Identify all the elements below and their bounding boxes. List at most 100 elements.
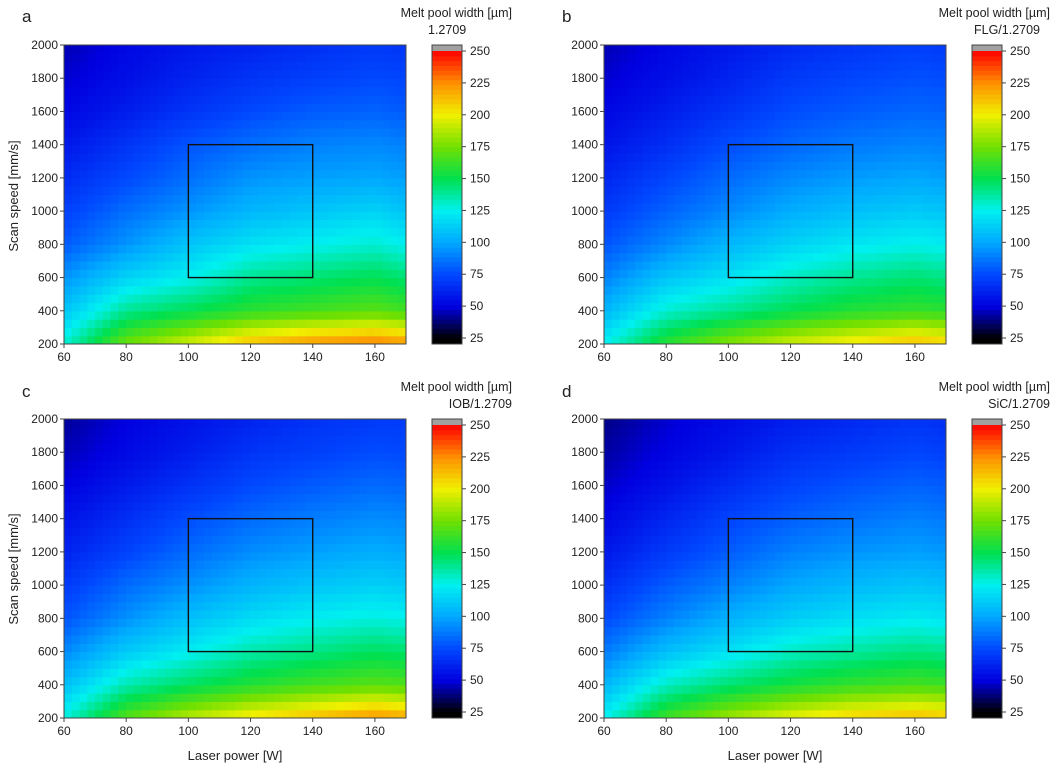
heatmap-cell (250, 526, 259, 536)
heatmap-cell (619, 319, 628, 328)
heatmap-cell (172, 419, 182, 428)
heatmap-cell (180, 634, 189, 644)
colorbar-segment (972, 137, 1002, 143)
heatmap-cell (297, 419, 306, 428)
heatmap-cell (767, 128, 776, 137)
heatmap-cell (165, 668, 174, 678)
heatmap-cell (899, 103, 908, 113)
heatmap-cell (367, 103, 376, 113)
heatmap-cell (619, 285, 628, 295)
heatmap-cell (642, 277, 652, 287)
heatmap-cell (860, 269, 869, 279)
heatmap-cell (681, 144, 691, 154)
heatmap-cell (289, 452, 298, 462)
heatmap-cell (844, 260, 854, 270)
heatmap-cell (619, 327, 628, 337)
heatmap-cell (110, 294, 120, 304)
heatmap-cell (390, 335, 399, 344)
heatmap-cell (736, 269, 745, 279)
heatmap-cell (102, 186, 112, 196)
heatmap-cell (235, 427, 244, 437)
heatmap-cell (611, 45, 621, 54)
heatmap-cell (767, 269, 776, 279)
heatmap-cell (907, 202, 916, 212)
heatmap-cell (390, 535, 399, 545)
heatmap-cell (79, 103, 88, 113)
heatmap-cell (320, 45, 329, 54)
heatmap-cell (304, 560, 314, 570)
heatmap-cell (133, 169, 143, 179)
heatmap-cell (266, 111, 275, 121)
heatmap-cell (728, 69, 737, 79)
y-tick-label: 600 (578, 271, 598, 285)
colorbar-segment (972, 232, 1002, 239)
heatmap-cell (219, 701, 228, 711)
heatmap-cell (141, 119, 151, 129)
colorbar-tick-label: 25 (1010, 331, 1024, 345)
heatmap-cell (219, 302, 228, 312)
heatmap-cell (242, 693, 252, 702)
heatmap-cell (87, 269, 96, 279)
heatmap-cell (751, 69, 761, 79)
heatmap-cell (775, 186, 784, 196)
heatmap-cell (914, 244, 924, 254)
heatmap-cell (806, 327, 815, 337)
heatmap-cell (374, 510, 384, 520)
heatmap-cell (883, 335, 893, 344)
heatmap-cell (180, 560, 189, 570)
heatmap-cell (336, 252, 345, 262)
heatmap-cell (775, 277, 784, 287)
heatmap-cell (289, 260, 298, 270)
heatmap-cell (367, 186, 376, 196)
colorbar-segment (972, 204, 1002, 210)
heatmap-cell (328, 526, 337, 536)
heatmap-cell (258, 45, 267, 54)
colorbar-tick-label: 50 (1010, 299, 1024, 313)
colorbar-frame (431, 44, 463, 345)
heatmap-cell (79, 169, 88, 179)
heatmap-cell (258, 585, 267, 595)
heatmap-cell (203, 676, 213, 686)
heatmap-cell (367, 643, 376, 653)
heatmap-cell (619, 103, 628, 113)
heatmap-cell (767, 103, 776, 113)
heatmap-cell (95, 211, 104, 221)
heatmap-cell (196, 510, 205, 520)
heatmap-cell (71, 676, 81, 686)
heatmap-cell (141, 643, 151, 653)
heatmap-cell (390, 709, 399, 718)
heatmap-cell (304, 94, 314, 104)
heatmap-cell (266, 236, 275, 245)
heatmap-cell (79, 86, 88, 96)
heatmap-cell (359, 177, 368, 187)
heatmap-cell (211, 452, 221, 462)
heatmap-cell (297, 452, 306, 462)
heatmap-cell (118, 626, 127, 636)
heatmap-cell (320, 53, 329, 63)
heatmap-cell (891, 236, 900, 245)
heatmap-cell (227, 485, 236, 495)
heatmap-cell (235, 701, 244, 711)
heatmap-cell (398, 78, 406, 88)
heatmap-cell (367, 310, 376, 320)
heatmap-cell (798, 186, 807, 196)
colorbar-overflow (432, 45, 462, 51)
heatmap-cell (196, 260, 205, 270)
heatmap-cell (343, 69, 353, 79)
heatmap-cell (172, 468, 182, 478)
heatmap-cell (64, 78, 73, 88)
heatmap-cell (922, 319, 932, 328)
heatmap-cell (110, 194, 120, 204)
heatmap-cell (79, 601, 88, 611)
heatmap-cell (604, 227, 613, 237)
heatmap-cell (837, 252, 846, 262)
heatmap-cell (79, 219, 88, 229)
heatmap-cell (281, 510, 291, 520)
heatmap-cell (876, 53, 885, 63)
heatmap-cell (914, 319, 924, 328)
heatmap-cell (627, 177, 636, 187)
heatmap-cell (382, 86, 392, 96)
heatmap-cell (336, 468, 345, 478)
heatmap-cell (336, 634, 345, 644)
heatmap-cell (196, 152, 205, 162)
